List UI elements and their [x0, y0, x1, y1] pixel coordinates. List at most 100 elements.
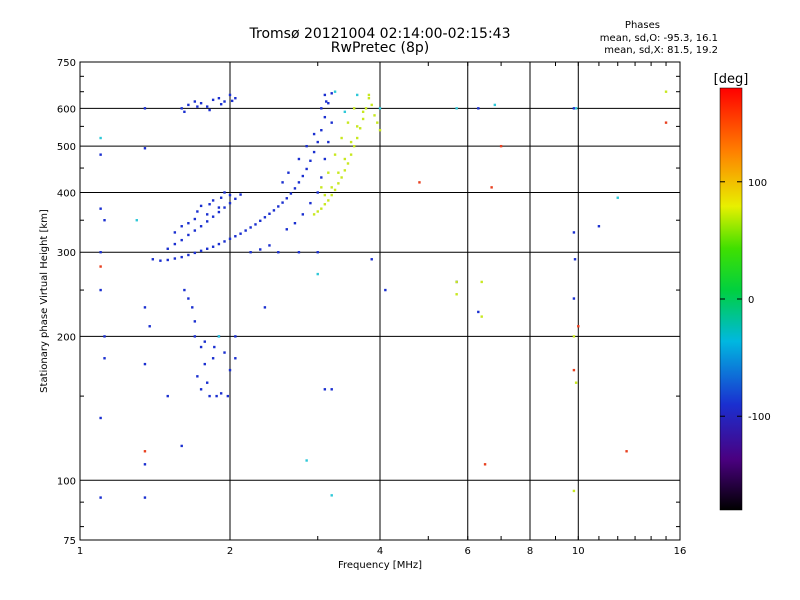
data-point [217, 206, 221, 209]
data-point [193, 251, 197, 255]
data-point [143, 463, 147, 466]
data-point [193, 217, 197, 221]
data-point [228, 93, 232, 97]
data-point [223, 351, 226, 354]
data-point [477, 107, 480, 110]
data-point [316, 272, 319, 276]
data-point [490, 186, 493, 189]
data-point [217, 335, 221, 338]
data-point [263, 216, 267, 219]
data-point [330, 193, 333, 197]
data-point [355, 125, 359, 128]
data-point [297, 157, 301, 161]
data-point [187, 297, 190, 300]
data-point [199, 101, 203, 105]
data-point [215, 394, 218, 398]
data-point [572, 297, 576, 300]
data-point [320, 107, 323, 110]
data-point [180, 238, 183, 242]
data-point [234, 197, 237, 201]
data-point [320, 186, 323, 189]
stats-x-mode: mean, sd,X: 81.5, 19.2 [604, 45, 718, 56]
data-point [259, 248, 262, 251]
y-tick-label: 600 [57, 104, 76, 115]
data-point [99, 496, 102, 499]
data-point [480, 280, 483, 284]
data-point [323, 388, 327, 391]
data-point [143, 107, 147, 110]
data-point [223, 100, 226, 103]
data-point [330, 186, 333, 189]
data-point [151, 258, 155, 261]
data-point [320, 176, 323, 179]
data-point [323, 115, 327, 119]
data-point [367, 93, 371, 97]
data-point [349, 153, 353, 156]
data-point [99, 416, 102, 420]
data-point [330, 494, 333, 497]
data-point [480, 315, 483, 318]
data-point [199, 345, 203, 349]
data-point [159, 259, 162, 262]
data-point [333, 153, 337, 156]
data-point [358, 127, 362, 130]
data-point [173, 257, 177, 260]
x-axis-label: Frequency [MHz] [338, 560, 422, 571]
data-point [370, 103, 373, 107]
x-axis-ticks: 1 2 4 6 8 10 16 [77, 62, 687, 557]
data-point [337, 182, 340, 185]
data-point [305, 459, 308, 462]
x-tick-label: 16 [674, 546, 687, 557]
data-point [208, 108, 211, 112]
data-point [99, 265, 102, 268]
data-point [309, 159, 312, 162]
data-point [223, 191, 226, 194]
data-point [316, 251, 319, 254]
data-point [203, 340, 206, 343]
data-point [187, 222, 190, 225]
data-point [337, 171, 340, 174]
data-point [349, 140, 353, 144]
data-point [293, 187, 297, 190]
data-point [320, 207, 323, 210]
data-point [333, 90, 337, 93]
data-point [477, 310, 480, 314]
colorbar-tick-label: -100 [748, 412, 771, 423]
data-point [143, 362, 147, 366]
data-point [99, 136, 102, 140]
data-point [143, 147, 147, 150]
data-point [99, 251, 102, 254]
data-point [327, 199, 330, 202]
y-tick-label: 750 [57, 58, 76, 69]
data-point [263, 306, 267, 309]
data-point [323, 93, 327, 97]
data-point [234, 235, 237, 238]
data-point [187, 253, 190, 257]
data-point [355, 93, 359, 97]
data-point [418, 181, 421, 184]
data-point [166, 394, 169, 398]
data-point [211, 215, 215, 218]
data-point [346, 162, 350, 165]
data-point [244, 229, 247, 232]
data-point [219, 103, 223, 106]
data-point [180, 444, 183, 448]
data-point [455, 107, 458, 110]
y-tick-label: 500 [57, 142, 76, 153]
data-point [199, 204, 203, 208]
data-point [572, 231, 576, 234]
data-point [572, 107, 576, 110]
data-point [208, 203, 211, 206]
data-point [316, 191, 319, 194]
data-point [330, 388, 333, 391]
chart-subtitle: RwPretec (8p) [330, 40, 430, 56]
data-point [616, 196, 619, 199]
data-point [135, 219, 138, 222]
data-point [625, 450, 628, 453]
data-point [323, 203, 327, 206]
data-point [228, 368, 232, 372]
y-tick-label: 400 [57, 188, 76, 199]
data-point [199, 225, 203, 228]
data-point [199, 249, 203, 253]
data-point [203, 362, 206, 366]
